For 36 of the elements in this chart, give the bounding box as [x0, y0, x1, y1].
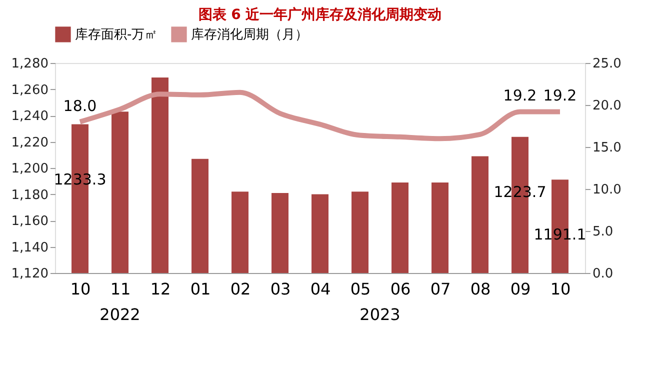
x-tick-label: 01: [190, 280, 211, 298]
y-tick-label: 1,180: [11, 188, 48, 203]
y2-tick-label: 0.0: [592, 266, 614, 282]
y-tick-label: 1,120: [11, 266, 48, 282]
x-tick-label: 12: [150, 280, 171, 298]
legend-label: 库存消化周期（月）: [191, 27, 308, 42]
x-tick-label: 10: [70, 280, 91, 298]
x-tick-label: 09: [510, 280, 531, 298]
y2-tick-label: 20.0: [592, 98, 622, 114]
x-tick-label: 04: [310, 280, 331, 298]
x-tick-label: 05: [350, 280, 371, 298]
y-tick-label: 1,220: [11, 135, 48, 150]
y2-tick-label: 5.0: [592, 224, 614, 240]
text: 2022: [100, 305, 140, 324]
x-tick-label: 07: [430, 280, 451, 298]
y-tick-label: 1,140: [11, 240, 48, 256]
x-tick-label: 03: [270, 280, 291, 298]
data-label: 18.0: [63, 96, 97, 115]
y-tick-label: 1,200: [11, 162, 48, 176]
x-tick-label: 06: [390, 280, 411, 298]
y2-tick-label: 15.0: [592, 140, 622, 156]
y2-tick-label: 10.0: [592, 182, 622, 198]
y2-tick-label: 25.0: [592, 56, 622, 72]
y-tick-label: 1,240: [11, 109, 48, 124]
x-tick-label: 02: [230, 280, 251, 298]
legend-label: 库存面积-万㎡: [75, 27, 158, 42]
y-tick-label: 1,160: [11, 214, 48, 229]
data-label: 19.2: [543, 86, 577, 105]
x-tick-label: 08: [470, 280, 491, 298]
y-tick-label: 1,280: [11, 56, 48, 72]
data-label: 19.2: [503, 86, 537, 105]
y-tick-label: 1,260: [11, 82, 48, 98]
x-tick-label: 10: [550, 280, 571, 298]
chart-title: 图表 6 近一年广州库存及消化周期变动: [198, 6, 442, 23]
text: 2023: [360, 305, 400, 324]
x-tick-label: 11: [110, 280, 131, 298]
